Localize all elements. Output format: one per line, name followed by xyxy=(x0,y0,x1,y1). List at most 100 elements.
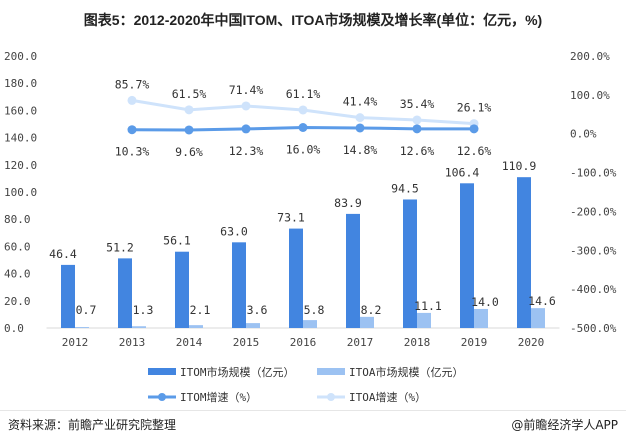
line-point xyxy=(298,105,308,115)
x-tick: 2020 xyxy=(518,336,545,349)
data-label: 3.6 xyxy=(247,303,268,317)
data-label: 5.8 xyxy=(304,303,325,317)
y-left-tick: 160.0 xyxy=(4,104,37,117)
line-label: 12.6% xyxy=(457,144,492,158)
y-left-tick: 0.0 xyxy=(4,322,24,335)
bar-itom xyxy=(289,228,303,328)
y-right-tick: -400.0% xyxy=(570,283,617,296)
legend-swatch-itom-bar xyxy=(148,368,176,375)
x-tick: 2013 xyxy=(119,336,146,349)
y-right-tick: -200.0% xyxy=(570,205,617,218)
x-tick: 2012 xyxy=(62,336,89,349)
bar-itoa xyxy=(75,327,89,328)
legend-label: ITOA市场规模（亿元） xyxy=(349,365,464,379)
bar-itom xyxy=(403,199,417,328)
line-point xyxy=(355,113,365,123)
legend-marker xyxy=(158,393,166,401)
y-left-tick: 180.0 xyxy=(4,77,37,90)
bar-itom xyxy=(460,183,474,328)
data-label: 110.9 xyxy=(502,159,537,173)
line-point xyxy=(184,105,194,115)
y-right-tick: -100.0% xyxy=(570,167,617,180)
y-right-tick: 100.0% xyxy=(570,89,610,102)
y-left-tick: 20.0 xyxy=(4,295,31,308)
data-label: 14.6 xyxy=(528,294,556,308)
bar-itom xyxy=(118,258,132,328)
line-label: 61.5% xyxy=(172,87,207,101)
line-label: 35.4% xyxy=(400,97,435,111)
y-left-tick: 40.0 xyxy=(4,268,31,281)
line-point xyxy=(469,124,479,134)
divider xyxy=(0,410,626,411)
data-label: 51.2 xyxy=(106,240,134,254)
brand-note: @前瞻经济学人APP xyxy=(511,418,618,432)
data-label: 106.4 xyxy=(445,165,480,179)
bar-itom xyxy=(61,264,75,328)
y-right-tick: -500.0% xyxy=(570,322,617,335)
line-label: 12.3% xyxy=(229,144,264,158)
bar-itoa xyxy=(531,308,545,328)
y-left-tick: 200.0 xyxy=(4,50,37,63)
line-point xyxy=(127,95,137,105)
y-right-tick: 0.0% xyxy=(570,128,597,141)
line-point xyxy=(412,124,422,134)
legend-marker xyxy=(327,393,335,401)
y-left-tick: 80.0 xyxy=(4,213,31,226)
data-label: 8.2 xyxy=(361,303,382,317)
legend-label: ITOM市场规模（亿元） xyxy=(180,365,295,379)
data-label: 63.0 xyxy=(220,224,248,238)
source-note: 资料来源：前瞻产业研究院整理 xyxy=(8,418,177,432)
data-label: 46.4 xyxy=(49,247,77,261)
data-label: 1.3 xyxy=(133,303,154,317)
line-point xyxy=(184,125,194,135)
bar-itoa xyxy=(417,312,431,328)
y-left-tick: 100.0 xyxy=(4,186,37,199)
bar-itoa xyxy=(474,308,488,328)
bar-itom xyxy=(175,251,189,328)
data-label: 56.1 xyxy=(163,234,191,248)
bar-itoa xyxy=(246,323,260,328)
x-tick: 2019 xyxy=(461,336,488,349)
bar-itoa xyxy=(189,325,203,328)
line-label: 16.0% xyxy=(286,142,321,156)
line-label: 9.6% xyxy=(175,145,203,159)
bar-itom xyxy=(346,213,360,328)
line-point xyxy=(127,125,137,135)
bar-itoa xyxy=(132,326,146,328)
line-label: 10.3% xyxy=(115,145,150,159)
bar-itoa xyxy=(360,316,374,328)
data-label: 14.0 xyxy=(471,295,499,309)
line-label: 26.1% xyxy=(457,101,492,115)
x-tick: 2014 xyxy=(176,336,203,349)
chart-title: 图表5：2012-2020年中国ITOM、ITOA市场规模及增长率(单位：亿元，… xyxy=(83,12,543,28)
data-label: 94.5 xyxy=(391,181,419,195)
legend-label: ITOM增速（%） xyxy=(180,390,257,404)
line-label: 41.4% xyxy=(343,95,378,109)
data-label: 2.1 xyxy=(190,303,211,317)
line-label: 85.7% xyxy=(115,77,150,91)
line-point xyxy=(241,124,251,134)
y-left-tick: 60.0 xyxy=(4,240,31,253)
bar-itom xyxy=(232,242,246,328)
line-point xyxy=(412,115,422,125)
x-tick: 2017 xyxy=(347,336,374,349)
data-label: 73.1 xyxy=(277,211,305,225)
bar-itom xyxy=(517,177,531,328)
x-tick: 2015 xyxy=(233,336,260,349)
line-label: 14.8% xyxy=(343,143,378,157)
line-label: 61.1% xyxy=(286,87,321,101)
y-left-tick: 140.0 xyxy=(4,132,37,145)
line-label: 71.4% xyxy=(229,83,264,97)
bar-itoa xyxy=(303,320,317,328)
line-label: 12.6% xyxy=(400,144,435,158)
x-tick: 2016 xyxy=(290,336,317,349)
legend-label: ITOA增速（%） xyxy=(349,390,426,404)
y-left-tick: 120.0 xyxy=(4,159,37,172)
y-right-tick: 200.0% xyxy=(570,50,610,63)
data-label: 0.7 xyxy=(76,303,97,317)
line-point xyxy=(298,122,308,132)
data-label: 83.9 xyxy=(334,196,362,210)
data-label: 11.1 xyxy=(414,299,442,313)
